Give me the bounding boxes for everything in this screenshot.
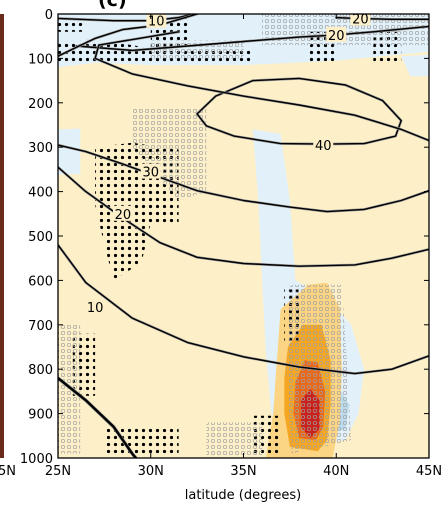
contour-line-30-2 — [58, 144, 429, 213]
stipple-open-15 — [206, 422, 263, 456]
contour-label-10: 10 — [87, 301, 104, 316]
contour-label-20: 20 — [352, 12, 369, 27]
x-tick-label: 35N — [230, 464, 256, 479]
contour-line-20-4 — [75, 25, 429, 52]
y-tick-label: 300 — [28, 141, 53, 156]
contour-label-bg-2 — [140, 163, 161, 179]
shading-light-blue-1 — [401, 54, 429, 77]
contour-line-unlabeled-9 — [58, 376, 138, 458]
contour-layer — [58, 14, 429, 458]
y-tick-label: 600 — [28, 274, 53, 289]
contour-label-layer: 10 20 30 40 20 10 20 — [85, 12, 371, 316]
panel-label: (c) — [98, 0, 127, 11]
stipple-open-12 — [132, 107, 207, 201]
x-axis-title: latitude (degrees) — [185, 488, 301, 503]
contour-line-20-1 — [58, 166, 429, 267]
y-tick-label: 800 — [28, 363, 53, 378]
stipple-filled-5 — [58, 22, 86, 32]
contour-label-10: 10 — [148, 15, 165, 30]
y-tick-label: 900 — [28, 408, 53, 423]
x-tick-label: 45N — [416, 464, 442, 479]
contour-label-bg-5 — [146, 14, 167, 28]
contour-label-20: 20 — [328, 29, 345, 44]
plot-area: 10 20 30 40 20 10 20 — [58, 12, 429, 458]
y-tick-label: 500 — [28, 230, 53, 245]
y-tick-label: 700 — [28, 319, 53, 334]
contour-label-bg-0 — [85, 299, 106, 315]
stipple-open-13 — [150, 40, 244, 59]
y-axis: 0 100 200 300 400 500 600 700 800 900 1000 — [20, 8, 429, 467]
contour-line-20-6 — [335, 16, 429, 20]
x-tick-label: 25N — [45, 464, 71, 479]
left-edge-label: 5N — [0, 464, 16, 479]
y-tick-label: 200 — [28, 97, 53, 112]
x-tick-label: 40N — [323, 464, 349, 479]
y-tick-label: 100 — [28, 52, 53, 67]
shading-light-blue-2 — [58, 128, 81, 175]
contour-label-30: 30 — [142, 166, 159, 181]
y-tick-label: 1000 — [20, 452, 53, 467]
left-panel-edge — [0, 14, 4, 458]
y-tick-label: 0 — [45, 8, 53, 23]
contour-label-bg-6 — [350, 14, 371, 26]
stipple-filled-8 — [104, 426, 179, 454]
x-tick-label: 30N — [138, 464, 164, 479]
contour-label-bg-3 — [313, 136, 334, 152]
contour-line-10-0 — [58, 244, 429, 375]
contour-label-bg-1 — [112, 205, 133, 221]
contour-label-bg-4 — [326, 26, 347, 42]
contour-line-unlabeled-8 — [94, 31, 429, 142]
contour-label-40: 40 — [315, 139, 332, 154]
x-axis: 25N 30N 35N 40N 45N — [45, 14, 442, 479]
y-tick-label: 400 — [28, 186, 53, 201]
contour-label-20: 20 — [115, 208, 132, 223]
